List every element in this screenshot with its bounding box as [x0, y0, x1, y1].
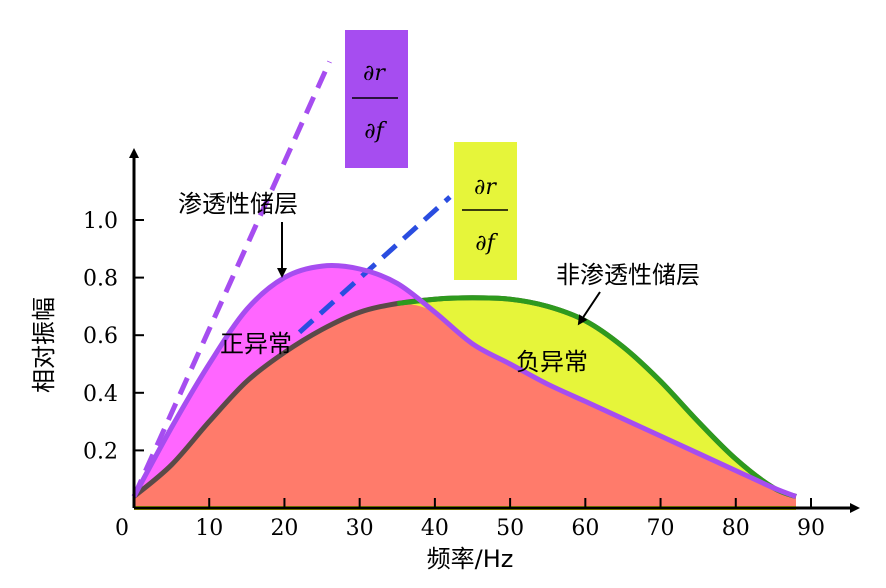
y-ticks: 0.2 0.4 0.6 0.8 1.0 — [83, 209, 144, 464]
fraction-box-purple-bg — [345, 30, 408, 168]
x-axis-label: 频率/Hz — [427, 545, 514, 573]
annotation-positive: 正异常 — [220, 330, 292, 358]
x-tick-label: 10 — [195, 516, 223, 541]
x-tick-label: 50 — [496, 516, 524, 541]
y-tick-label: 0.4 — [83, 382, 118, 407]
x-tick-label: 20 — [270, 516, 298, 541]
annotation-permeable: 渗透性储层 — [178, 190, 298, 218]
area-overlap — [134, 303, 796, 508]
y-tick-label: 1.0 — [83, 209, 118, 234]
y-tick-label: 0.2 — [83, 439, 118, 464]
annotation-negative: 负异常 — [516, 348, 588, 376]
fraction-box-yellow: ∂r ∂f — [454, 142, 517, 280]
annotation-impermeable-arrow — [577, 291, 601, 326]
y-axis-label: 相对振幅 — [30, 297, 58, 393]
x-tick-label: 80 — [722, 516, 750, 541]
x-tick-label: 70 — [647, 516, 675, 541]
tangent-lines — [131, 60, 452, 498]
tangent-line-1 — [297, 195, 452, 335]
fraction-purple-denominator: ∂f — [364, 119, 387, 144]
fraction-box-purple: ∂r ∂f — [345, 30, 408, 168]
series-curves — [131, 263, 797, 499]
tangent-line-0 — [131, 60, 332, 498]
x-tick-label: 0 — [115, 516, 129, 541]
annotation-impermeable: 非渗透性储层 — [556, 261, 700, 289]
area-fills — [134, 265, 796, 508]
fraction-yellow-numerator: ∂r — [474, 175, 497, 200]
y-tick-label: 0.6 — [83, 324, 118, 349]
x-tick-label: 40 — [421, 516, 449, 541]
curve-impermeable — [397, 295, 797, 499]
x-tick-label: 90 — [797, 516, 825, 541]
fraction-box-yellow-bg — [454, 142, 517, 280]
curve-permeable — [131, 263, 797, 499]
fraction-purple-numerator: ∂r — [363, 61, 386, 86]
x-ticks: 0 10 20 30 40 50 60 70 80 90 — [115, 498, 825, 541]
x-tick-label: 30 — [346, 516, 374, 541]
y-tick-label: 0.8 — [83, 267, 118, 292]
x-tick-label: 60 — [571, 516, 599, 541]
fraction-yellow-denominator: ∂f — [475, 231, 498, 256]
